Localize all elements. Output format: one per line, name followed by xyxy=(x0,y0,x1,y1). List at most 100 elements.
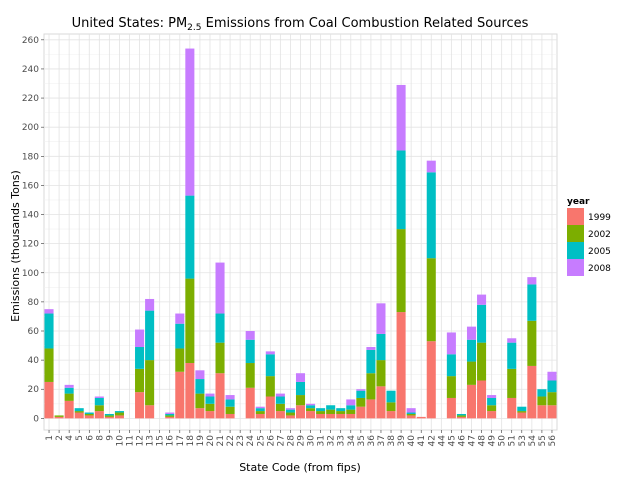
legend-label: 1999 xyxy=(588,213,611,223)
bar-segment xyxy=(145,360,155,406)
bar-segment xyxy=(44,381,54,419)
bar-segment xyxy=(376,333,386,361)
y-tick-label: 120 xyxy=(22,240,39,250)
bar-segment xyxy=(466,326,477,340)
bar-segment xyxy=(94,411,104,419)
bar-segment xyxy=(225,395,235,400)
bar-segment xyxy=(547,405,557,419)
bar-segment xyxy=(537,396,547,406)
y-tick-label: 40 xyxy=(28,356,40,366)
x-tick-label: 1 xyxy=(45,435,55,441)
bar-segment xyxy=(255,411,265,414)
bar-segment xyxy=(205,403,215,412)
x-tick-label: 28 xyxy=(286,435,296,447)
bar-segment xyxy=(487,411,497,419)
bar-segment xyxy=(396,150,406,230)
legend-key xyxy=(567,242,584,259)
bar-segment xyxy=(346,413,356,419)
bar-segment xyxy=(336,411,346,414)
bar-segment xyxy=(44,309,54,314)
bar-segment xyxy=(336,408,346,412)
bar-segment xyxy=(74,411,84,413)
bar-segment xyxy=(326,409,336,414)
x-tick-label: 13 xyxy=(146,435,156,446)
bar-segment xyxy=(547,371,557,381)
bar-segment xyxy=(195,370,205,380)
bar-segment xyxy=(104,415,114,417)
x-tick-label: 37 xyxy=(377,435,387,446)
bar-segment xyxy=(366,349,376,374)
bar-segment xyxy=(396,84,406,151)
legend-label: 2008 xyxy=(588,264,611,274)
bar-segment xyxy=(386,402,396,412)
bar-segment xyxy=(346,409,356,414)
x-tick-label: 39 xyxy=(397,435,407,447)
x-axis-title: State Code (from fips) xyxy=(239,461,361,474)
bar-segment xyxy=(135,329,145,348)
bar-segment xyxy=(406,413,416,416)
bar-segment xyxy=(507,397,517,419)
x-tick-label: 5 xyxy=(75,435,85,441)
bar-segment xyxy=(336,413,346,419)
bars xyxy=(44,48,557,419)
bar-segment xyxy=(396,229,406,313)
bar-segment xyxy=(205,411,215,419)
bar-segment xyxy=(84,415,94,419)
bar-segment xyxy=(507,368,517,398)
bar-segment xyxy=(326,413,336,419)
bar-segment xyxy=(64,387,74,394)
bar-segment xyxy=(306,408,316,412)
bar-segment xyxy=(366,399,376,419)
bar-segment xyxy=(426,341,436,419)
bar-segment xyxy=(477,380,487,419)
bar-segment xyxy=(54,415,64,417)
y-axis-title: Emissions (thousands Tons) xyxy=(9,170,22,322)
x-tick-label: 48 xyxy=(478,435,488,447)
bar-segment xyxy=(225,406,235,414)
bar-segment xyxy=(285,409,295,413)
bar-segment xyxy=(265,351,275,355)
bar-segment xyxy=(477,342,487,381)
bar-segment xyxy=(446,376,456,398)
bar-segment xyxy=(527,284,537,321)
x-tick-label: 11 xyxy=(126,435,136,446)
bar-segment xyxy=(547,380,557,393)
x-tick-label: 4 xyxy=(65,435,75,441)
bar-segment xyxy=(527,320,537,366)
bar-segment xyxy=(366,347,376,350)
bar-segment xyxy=(84,413,94,416)
chart-title: United States: PM2.5 Emissions from Coal… xyxy=(72,16,529,33)
bar-segment xyxy=(74,408,84,412)
bar-segment xyxy=(326,405,336,410)
y-tick-label: 200 xyxy=(22,123,39,133)
bar-segment xyxy=(507,342,517,369)
bar-segment xyxy=(44,348,54,382)
x-tick-label: 6 xyxy=(85,435,95,441)
y-tick-label: 260 xyxy=(22,36,39,46)
x-tick-label: 40 xyxy=(407,435,417,447)
bar-segment xyxy=(517,412,527,419)
y-tick-label: 80 xyxy=(28,298,40,308)
bar-segment xyxy=(275,396,285,404)
bar-segment xyxy=(185,363,195,419)
y-tick-label: 220 xyxy=(22,94,39,104)
bar-segment xyxy=(517,411,527,413)
bar-segment xyxy=(386,390,396,403)
x-tick-label: 42 xyxy=(427,435,437,446)
x-tick-label: 50 xyxy=(498,435,508,447)
x-tick-label: 18 xyxy=(186,435,196,447)
y-tick-label: 60 xyxy=(28,327,40,337)
legend-key xyxy=(567,259,584,276)
bar-segment xyxy=(477,294,487,305)
x-tick-label: 17 xyxy=(176,435,186,446)
legend-key xyxy=(567,225,584,242)
y-tick-label: 180 xyxy=(22,152,39,162)
x-tick-label: 46 xyxy=(457,435,467,447)
x-axis: 1 2 4 5 6 8 9 10 11 12 13 15 16 17 18 19 20 21 22 23 24 25 26 2… xyxy=(45,430,558,446)
bar-segment xyxy=(406,412,416,414)
bar-segment xyxy=(527,277,537,285)
legend-label: 2002 xyxy=(588,230,611,240)
x-tick-label: 2 xyxy=(55,435,65,441)
y-tick-label: 20 xyxy=(28,385,40,395)
x-tick-label: 26 xyxy=(266,435,276,447)
